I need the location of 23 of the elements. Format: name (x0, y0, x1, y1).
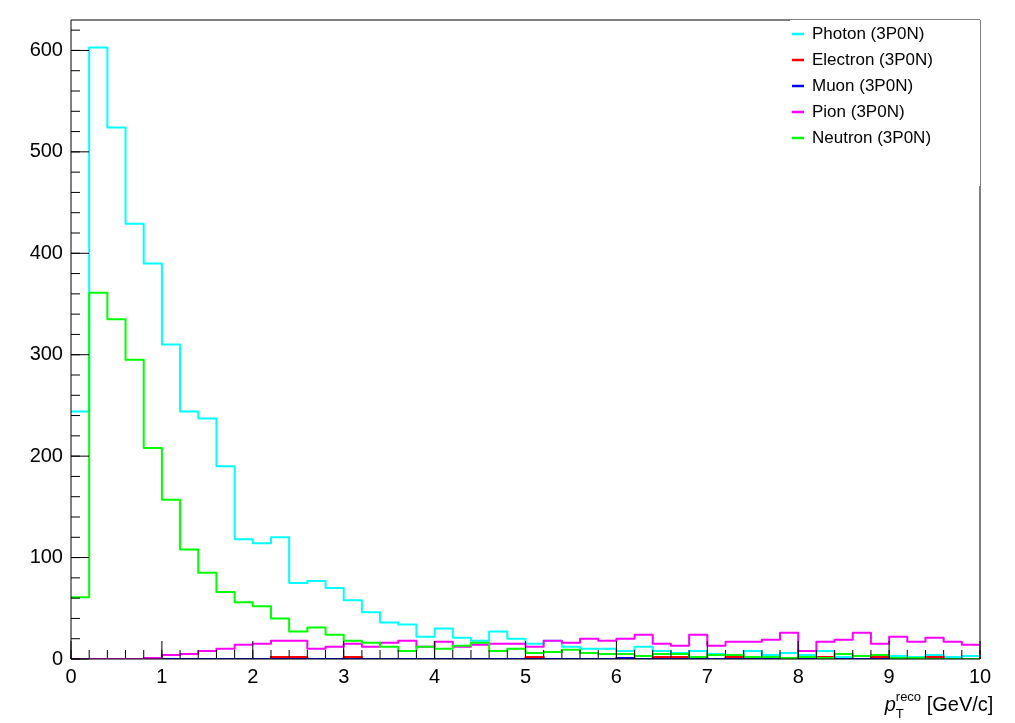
y-tick-label: 300 (29, 342, 63, 365)
x-tick-label: 9 (883, 664, 895, 687)
y-tick-label: 600 (29, 37, 63, 60)
x-tick-label: 0 (65, 664, 77, 687)
x-tick-label: 5 (519, 664, 532, 687)
y-tick-label: 200 (29, 443, 63, 466)
legend-label: Pion (3P0N) (812, 101, 905, 121)
y-tick-label: 100 (29, 545, 63, 568)
legend-label: Neutron (3P0N) (812, 127, 932, 147)
y-tick-label: 500 (29, 139, 63, 162)
y-tick-label: 0 (51, 646, 63, 669)
x-tick-label: 7 (701, 664, 713, 687)
y-tick-label: 400 (29, 240, 63, 263)
x-tick-label: 4 (429, 664, 441, 687)
x-tick-label: 6 (610, 664, 622, 687)
x-tick-label: 1 (156, 664, 168, 687)
x-tick-label: 2 (247, 664, 259, 687)
x-tick-label: 8 (792, 664, 804, 687)
x-tick-label: 3 (338, 664, 350, 687)
legend-label: Photon (3P0N) (812, 23, 925, 43)
legend-label: Muon (3P0N) (812, 75, 914, 95)
legend-label: Electron (3P0N) (812, 49, 933, 69)
x-tick-label: 10 (968, 664, 992, 687)
